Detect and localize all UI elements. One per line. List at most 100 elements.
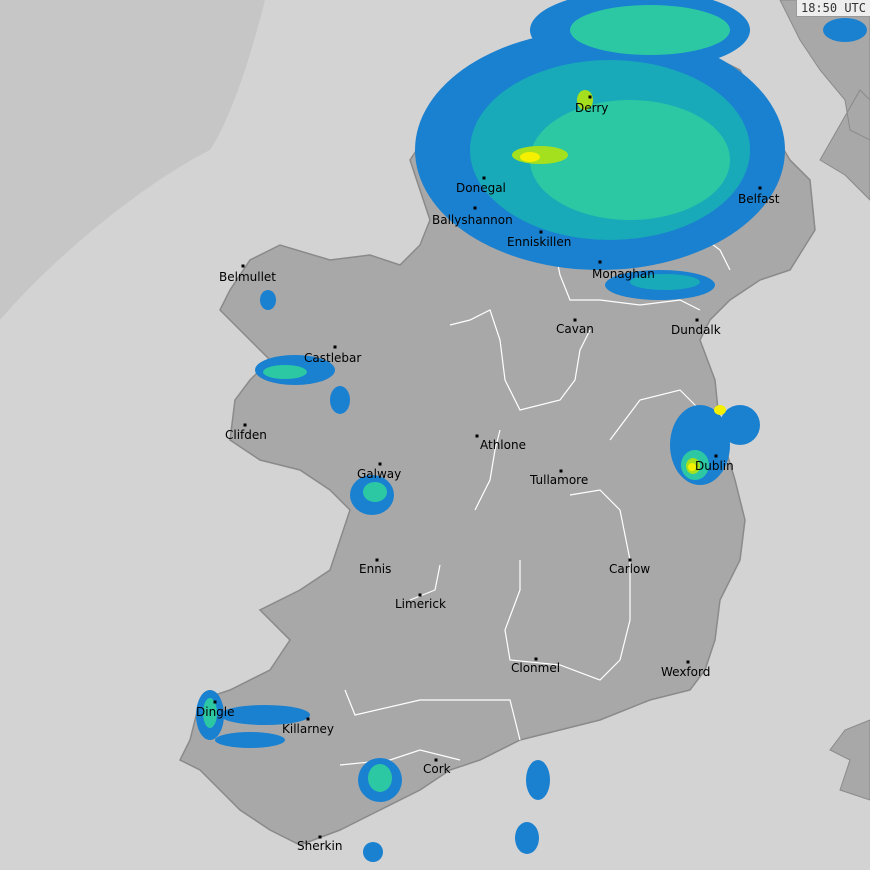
rain-cell-north-medium bbox=[530, 100, 730, 220]
city-dot bbox=[418, 593, 422, 597]
city-label: Enniskillen bbox=[507, 235, 571, 249]
city-monaghan: Monaghan bbox=[592, 260, 655, 281]
city-label: Ennis bbox=[359, 562, 391, 576]
city-label: Dingle bbox=[196, 705, 235, 719]
rain-cell-castlebar-east bbox=[330, 386, 350, 414]
city-dot bbox=[758, 186, 762, 190]
city-dot bbox=[695, 318, 699, 322]
city-dot bbox=[213, 700, 217, 704]
rain-cell-north-very-heavy bbox=[520, 152, 540, 162]
out-of-range-area bbox=[0, 0, 265, 320]
city-label: Killarney bbox=[282, 722, 334, 736]
city-dot bbox=[598, 260, 602, 264]
rain-cell-topright-light bbox=[823, 18, 867, 42]
city-ballyshannon: Ballyshannon bbox=[432, 206, 513, 227]
city-belfast: Belfast bbox=[738, 186, 780, 206]
city-label: Dublin bbox=[695, 459, 734, 473]
city-dot bbox=[714, 454, 718, 458]
city-label: Ballyshannon bbox=[432, 213, 513, 227]
city-cork: Cork bbox=[423, 758, 451, 776]
city-galway: Galway bbox=[357, 462, 401, 481]
city-castlebar: Castlebar bbox=[304, 345, 361, 365]
rain-cell-north-medium bbox=[570, 5, 730, 55]
city-dot bbox=[559, 469, 563, 473]
city-label: Galway bbox=[357, 467, 401, 481]
radar-echoes bbox=[196, 0, 867, 862]
city-donegal: Donegal bbox=[456, 176, 506, 195]
city-label: Donegal bbox=[456, 181, 506, 195]
city-dot bbox=[475, 434, 479, 438]
city-dublin: Dublin bbox=[695, 454, 734, 473]
city-cavan: Cavan bbox=[556, 318, 594, 336]
city-belmullet: Belmullet bbox=[219, 264, 276, 284]
city-dundalk: Dundalk bbox=[671, 318, 721, 337]
city-clonmel: Clonmel bbox=[511, 657, 560, 675]
city-label: Clonmel bbox=[511, 661, 560, 675]
city-dot bbox=[686, 660, 690, 664]
city-label: Derry bbox=[575, 101, 608, 115]
rain-cell-galway-moderate bbox=[363, 482, 387, 502]
city-label: Castlebar bbox=[304, 351, 361, 365]
city-dot bbox=[378, 462, 382, 466]
city-dingle: Dingle bbox=[196, 700, 235, 719]
city-dot bbox=[482, 176, 486, 180]
city-dot bbox=[573, 318, 577, 322]
rain-cell-kerry-south bbox=[215, 732, 285, 748]
city-wexford: Wexford bbox=[661, 660, 710, 679]
city-clifden: Clifden bbox=[225, 423, 267, 442]
city-label: Belfast bbox=[738, 192, 780, 206]
rain-cell-castlebar-moderate bbox=[263, 365, 307, 379]
city-label: Wexford bbox=[661, 665, 710, 679]
city-tullamore: Tullamore bbox=[529, 469, 588, 487]
rain-cell-cork-moderate bbox=[368, 764, 392, 792]
city-dot bbox=[241, 264, 245, 268]
rain-cell-dingle-moderate bbox=[203, 698, 217, 728]
city-ennis: Ennis bbox=[359, 558, 391, 576]
rain-cell-belmullet-light bbox=[260, 290, 276, 310]
city-label: Monaghan bbox=[592, 267, 655, 281]
rain-cell-dublin-very-heavy bbox=[688, 463, 696, 471]
city-label: Sherkin bbox=[297, 839, 342, 853]
city-label: Tullamore bbox=[529, 473, 588, 487]
rain-cell-dublin-north-heavy bbox=[714, 405, 726, 415]
rain-cell-kerry-light bbox=[220, 705, 310, 725]
city-dot bbox=[473, 206, 477, 210]
rain-cell-north-heavy bbox=[512, 146, 568, 164]
city-dot bbox=[333, 345, 337, 349]
city-label: Carlow bbox=[609, 562, 650, 576]
city-label: Dundalk bbox=[671, 323, 721, 337]
city-carlow: Carlow bbox=[609, 558, 650, 576]
scotland-landmass bbox=[779, 0, 870, 201]
city-killarney: Killarney bbox=[282, 717, 334, 736]
rain-cell-sherkin-light bbox=[363, 842, 383, 862]
rain-cell-sea-south-light bbox=[515, 822, 539, 854]
rain-cell-derry-heavy bbox=[577, 90, 593, 110]
city-sherkin: Sherkin bbox=[297, 835, 342, 853]
city-dot bbox=[306, 717, 310, 721]
city-labels: Derry Donegal Ballyshannon Enniskillen Belfa… bbox=[196, 95, 780, 853]
city-athlone: Athlone bbox=[475, 434, 526, 452]
city-dot bbox=[375, 558, 379, 562]
wales-landmass bbox=[829, 719, 870, 801]
city-limerick: Limerick bbox=[395, 593, 446, 611]
city-dot bbox=[434, 758, 438, 762]
rain-cell-sea-south-light bbox=[526, 760, 550, 800]
city-dot bbox=[318, 835, 322, 839]
city-dot bbox=[539, 230, 543, 234]
city-dot bbox=[534, 657, 538, 661]
city-label: Limerick bbox=[395, 597, 446, 611]
city-derry: Derry bbox=[575, 95, 608, 115]
city-enniskillen: Enniskillen bbox=[507, 230, 571, 249]
city-label: Cork bbox=[423, 762, 451, 776]
city-dot bbox=[588, 95, 592, 99]
timestamp: 18:50 UTC bbox=[795, 0, 870, 17]
city-label: Athlone bbox=[480, 438, 526, 452]
city-label: Cavan bbox=[556, 322, 594, 336]
city-dot bbox=[628, 558, 632, 562]
city-label: Clifden bbox=[225, 428, 267, 442]
rain-cell-monaghan-moderate bbox=[630, 274, 700, 290]
city-dot bbox=[243, 423, 247, 427]
rain-cell-dublin-east bbox=[720, 405, 760, 445]
city-label: Belmullet bbox=[219, 270, 276, 284]
